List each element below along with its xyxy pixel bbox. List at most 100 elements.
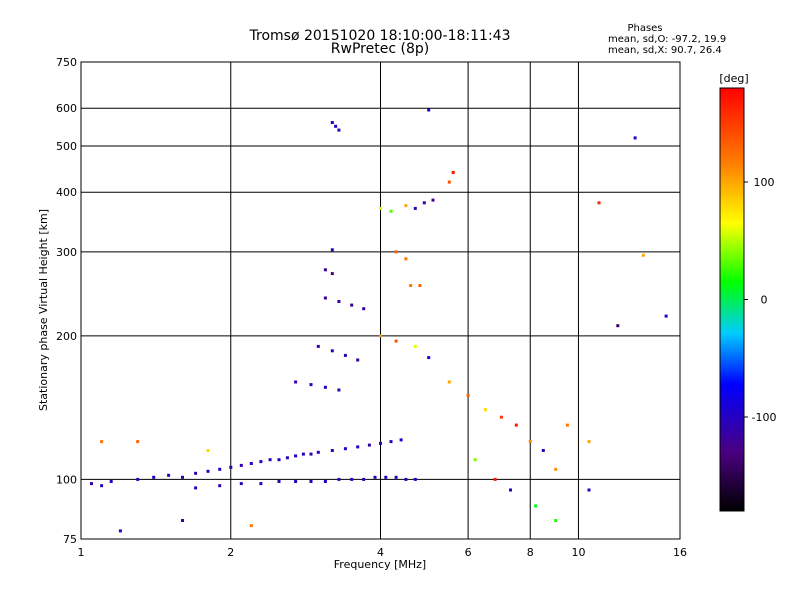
data-point xyxy=(422,201,426,205)
data-point xyxy=(597,201,601,205)
chart-subtitle: RwPretec (8p) xyxy=(331,41,429,57)
data-point xyxy=(330,449,334,452)
y-axis-label: Stationary phase Virtual Height [km] xyxy=(37,209,50,411)
data-point xyxy=(337,300,341,303)
y-tick-label: 500 xyxy=(56,140,77,153)
data-point xyxy=(394,250,398,254)
data-point xyxy=(343,447,347,451)
data-point xyxy=(431,198,435,202)
data-point xyxy=(362,307,366,311)
data-point xyxy=(294,454,298,458)
data-point xyxy=(356,358,360,362)
colorbar-tick-label: -100 xyxy=(752,411,777,424)
data-point xyxy=(316,450,320,454)
data-point xyxy=(294,480,298,483)
data-point xyxy=(337,477,341,481)
colorbar-tick-label: 100 xyxy=(754,176,775,189)
data-point xyxy=(309,452,313,456)
data-point xyxy=(447,380,451,384)
data-point xyxy=(277,480,281,483)
data-point xyxy=(427,108,431,112)
stats-line-x: mean, sd,X: 90.7, 26.4 xyxy=(608,45,722,56)
data-point xyxy=(323,480,327,483)
data-point xyxy=(483,408,487,412)
data-point xyxy=(534,504,538,508)
data-point xyxy=(413,344,417,348)
data-point xyxy=(330,272,334,276)
data-point xyxy=(285,456,289,460)
data-point xyxy=(268,458,272,462)
data-point xyxy=(167,473,171,477)
data-point xyxy=(379,206,382,210)
data-point xyxy=(323,268,327,272)
colorbar-gradient xyxy=(719,87,745,512)
data-point xyxy=(413,206,417,210)
data-point xyxy=(379,334,382,338)
data-point xyxy=(404,204,408,208)
data-point xyxy=(565,423,569,427)
y-tick-label: 400 xyxy=(56,186,77,199)
y-tick-label: 75 xyxy=(63,533,77,546)
data-point xyxy=(350,477,354,481)
stats-title: Phases xyxy=(627,23,662,34)
data-point xyxy=(330,349,334,353)
data-point xyxy=(90,482,93,486)
data-point xyxy=(451,171,455,174)
data-point xyxy=(528,440,532,444)
data-point xyxy=(100,484,104,488)
colorbar: [deg] 100 0 -100 xyxy=(719,72,777,512)
y-tick-label: 100 xyxy=(56,473,77,486)
x-tick-label: 4 xyxy=(377,546,384,559)
data-point xyxy=(616,324,620,328)
x-tick-label: 8 xyxy=(527,546,534,559)
y-tick-label: 750 xyxy=(56,56,77,69)
y-tick-label: 600 xyxy=(56,102,77,115)
data-point xyxy=(152,475,156,479)
data-point xyxy=(181,475,184,479)
data-point xyxy=(384,475,388,479)
data-point xyxy=(249,462,253,465)
data-point xyxy=(541,449,545,452)
data-point xyxy=(394,475,398,479)
data-point xyxy=(447,180,451,184)
data-point xyxy=(554,467,558,471)
data-point xyxy=(514,423,518,427)
chart-title: Tromsø 20151020 18:10:00-18:11:43 xyxy=(249,28,511,44)
data-point xyxy=(362,477,366,481)
data-point xyxy=(181,519,184,522)
data-point xyxy=(404,477,408,481)
data-point xyxy=(218,484,222,488)
data-point xyxy=(109,480,113,483)
y-tick-label: 200 xyxy=(56,330,77,343)
grid xyxy=(81,62,680,539)
data-point xyxy=(389,440,393,444)
data-point xyxy=(641,253,645,257)
data-point xyxy=(118,529,122,533)
data-point xyxy=(100,440,104,444)
data-point xyxy=(373,475,377,479)
data-point xyxy=(330,248,334,252)
data-point xyxy=(309,480,313,483)
data-point xyxy=(499,415,503,419)
colorbar-label: [deg] xyxy=(719,72,748,85)
data-point xyxy=(404,257,408,261)
data-point xyxy=(343,353,347,357)
data-point xyxy=(239,463,243,467)
data-point xyxy=(413,477,417,481)
data-point xyxy=(194,471,198,475)
data-point xyxy=(259,460,263,464)
data-point xyxy=(473,458,477,462)
data-point xyxy=(409,284,413,287)
data-point xyxy=(587,488,591,492)
data-point xyxy=(136,440,140,444)
data-point xyxy=(337,388,341,392)
data-point xyxy=(249,524,253,528)
data-point xyxy=(389,209,393,213)
data-point xyxy=(554,519,558,522)
x-axis-label: Frequency [MHz] xyxy=(334,558,426,571)
data-point xyxy=(337,128,341,132)
data-point xyxy=(330,121,334,124)
data-point xyxy=(316,344,320,348)
data-point xyxy=(277,458,281,462)
